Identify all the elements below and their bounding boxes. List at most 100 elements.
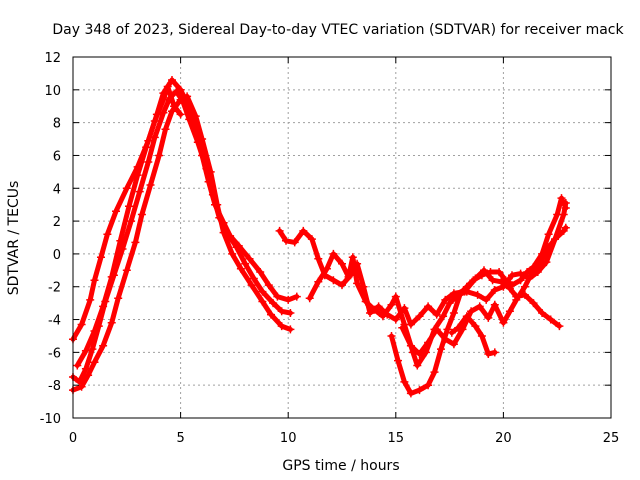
data-point-marker	[387, 300, 396, 309]
y-tick-label: -4	[48, 314, 61, 329]
data-point-marker	[561, 223, 570, 232]
data-point-marker	[536, 259, 544, 268]
data-point-marker	[249, 274, 258, 283]
data-point-marker	[198, 135, 207, 143]
data-point-marker	[387, 332, 396, 340]
data-point-marker	[469, 276, 478, 285]
data-point-marker	[508, 281, 516, 290]
data-point-marker	[176, 110, 185, 119]
data-point-marker	[441, 335, 450, 344]
data-point-marker	[86, 295, 95, 304]
data-point-marker	[99, 341, 108, 350]
y-tick-label: 10	[44, 84, 61, 99]
data-point-marker	[97, 253, 105, 262]
data-point-marker	[488, 276, 497, 285]
data-point-marker	[90, 327, 99, 335]
data-point-marker	[527, 269, 536, 278]
y-tick-label: 2	[53, 215, 61, 230]
data-point-marker	[555, 322, 564, 331]
data-point-marker	[114, 294, 123, 303]
x-axis-label: GPS time / hours	[282, 458, 399, 474]
data-point-marker	[484, 313, 493, 322]
data-point-marker	[544, 243, 553, 252]
x-tick-label: 0	[69, 431, 77, 446]
data-point-marker	[501, 276, 510, 285]
series-pass-9	[447, 312, 499, 358]
data-point-marker	[159, 95, 168, 104]
data-point-marker	[482, 295, 491, 304]
data-point-marker	[122, 184, 131, 193]
x-tick-label: 10	[280, 431, 297, 446]
data-point-marker	[424, 381, 433, 390]
data-point-marker	[538, 309, 547, 317]
data-point-marker	[112, 207, 120, 216]
data-point-marker	[338, 281, 346, 290]
data-point-marker	[329, 276, 338, 285]
data-point-marker	[133, 171, 142, 180]
y-tick-label: 6	[53, 149, 61, 164]
data-point-marker	[475, 302, 484, 311]
grid-lines	[73, 57, 611, 418]
y-tick-label: -10	[40, 412, 61, 427]
data-point-marker	[292, 292, 301, 301]
data-point-marker	[103, 230, 112, 239]
data-point-marker	[415, 386, 424, 395]
data-point-marker	[505, 307, 514, 316]
data-point-marker	[471, 322, 480, 331]
data-point-marker	[456, 289, 465, 298]
data-point-marker	[338, 259, 346, 268]
data-point-marker	[150, 133, 159, 142]
data-point-marker	[127, 217, 136, 226]
series-pass-7	[387, 194, 570, 398]
data-point-marker	[520, 282, 529, 291]
data-point-marker	[378, 312, 387, 321]
data-point-marker	[286, 325, 295, 334]
data-point-marker	[477, 332, 486, 340]
data-point-marker	[116, 236, 125, 245]
plot-frame	[72, 56, 612, 419]
data-point-marker	[415, 350, 424, 358]
data-point-marker	[284, 295, 293, 304]
data-point-marker	[366, 309, 374, 317]
data-point-marker	[269, 299, 278, 308]
data-point-marker	[264, 281, 273, 290]
data-point-marker	[432, 310, 441, 319]
data-point-marker	[135, 187, 144, 196]
data-point-marker	[454, 323, 463, 332]
data-point-marker	[131, 238, 140, 247]
data-point-marker	[424, 302, 433, 311]
data-point-marker	[219, 228, 228, 237]
data-point-marker	[329, 249, 338, 258]
data-point-marker	[449, 340, 458, 349]
data-point-marker	[183, 92, 192, 101]
data-point-marker	[490, 286, 499, 294]
data-point-marker	[236, 264, 245, 273]
data-point-marker	[499, 318, 508, 327]
data-point-marker	[144, 158, 153, 166]
data-point-marker	[277, 307, 286, 316]
data-point-marker	[490, 348, 499, 357]
data-point-marker	[424, 338, 433, 347]
data-point-marker	[443, 325, 452, 334]
series-trace	[399, 225, 569, 357]
data-point-marker	[398, 323, 407, 332]
data-point-marker	[275, 226, 284, 235]
data-point-marker	[185, 115, 194, 124]
data-point-marker	[462, 282, 471, 291]
data-point-marker	[370, 305, 379, 314]
data-point-marker	[286, 309, 295, 317]
data-point-marker	[508, 271, 516, 280]
data-point-marker	[90, 358, 99, 367]
data-point-marker	[406, 389, 415, 398]
x-tick-label: 5	[176, 431, 184, 446]
data-point-marker	[361, 297, 370, 306]
x-tick-label: 20	[495, 431, 512, 446]
data-point-marker	[290, 238, 299, 247]
series-pass-8	[398, 223, 570, 358]
data-point-marker	[282, 236, 290, 245]
data-point-marker	[99, 302, 108, 311]
data-point-marker	[495, 268, 504, 276]
data-point-marker	[484, 350, 493, 358]
data-point-marker	[168, 76, 176, 84]
